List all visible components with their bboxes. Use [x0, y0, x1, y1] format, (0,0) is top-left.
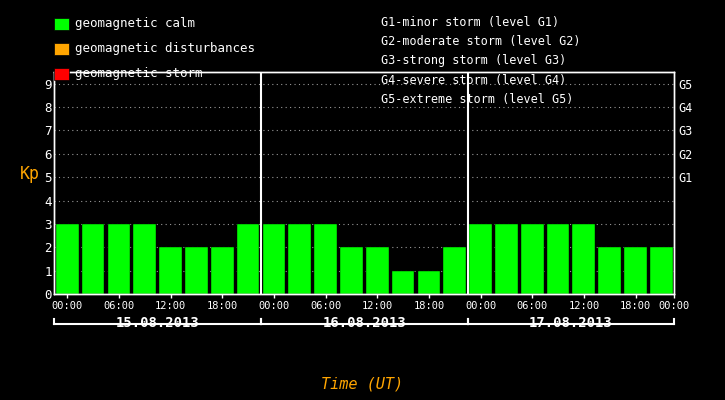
Text: Time (UT): Time (UT) [321, 376, 404, 391]
Bar [469, 224, 492, 294]
Bar [366, 247, 389, 294]
Text: geomagnetic disturbances: geomagnetic disturbances [75, 42, 254, 55]
Text: G5-extreme storm (level G5): G5-extreme storm (level G5) [381, 93, 573, 106]
Y-axis label: Kp: Kp [20, 165, 40, 183]
Bar [444, 247, 466, 294]
Text: G1-minor storm (level G1): G1-minor storm (level G1) [381, 16, 559, 29]
Bar [56, 224, 78, 294]
Text: geomagnetic storm: geomagnetic storm [75, 67, 202, 80]
Bar [392, 271, 415, 294]
Bar [237, 224, 260, 294]
Bar [160, 247, 182, 294]
Bar [211, 247, 233, 294]
Bar [340, 247, 362, 294]
Text: G3-strong storm (level G3): G3-strong storm (level G3) [381, 54, 566, 67]
Bar [418, 271, 440, 294]
Bar [495, 224, 518, 294]
Bar [82, 224, 104, 294]
Text: G2-moderate storm (level G2): G2-moderate storm (level G2) [381, 35, 580, 48]
Bar [185, 247, 208, 294]
Bar [314, 224, 337, 294]
Bar [650, 247, 673, 294]
Bar [521, 224, 544, 294]
Bar [133, 224, 156, 294]
Text: G4-severe storm (level G4): G4-severe storm (level G4) [381, 74, 566, 87]
Text: 17.08.2013: 17.08.2013 [529, 316, 613, 330]
Bar [573, 224, 595, 294]
Bar [289, 224, 311, 294]
Bar [107, 224, 130, 294]
Bar [262, 224, 285, 294]
Text: 15.08.2013: 15.08.2013 [116, 316, 199, 330]
Text: geomagnetic calm: geomagnetic calm [75, 18, 195, 30]
Bar [547, 224, 569, 294]
Text: 16.08.2013: 16.08.2013 [323, 316, 406, 330]
Bar [598, 247, 621, 294]
Bar [624, 247, 647, 294]
